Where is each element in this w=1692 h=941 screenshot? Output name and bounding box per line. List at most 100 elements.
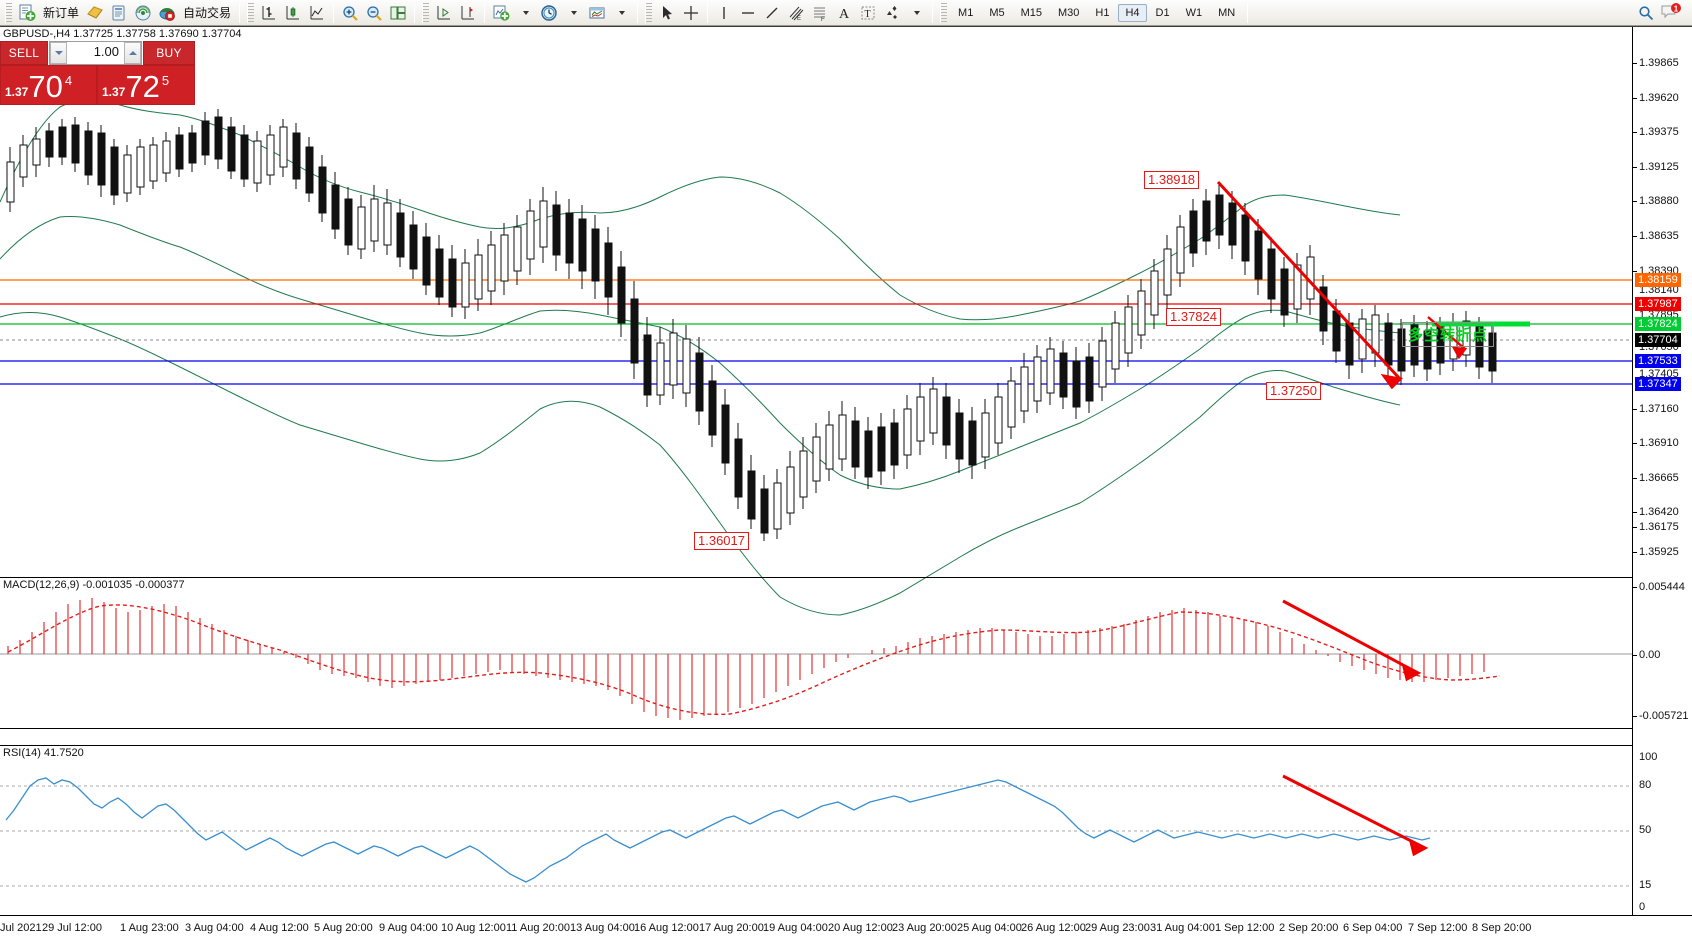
price-label-high[interactable]: 1.38918 — [1144, 171, 1199, 189]
timeframe-m1[interactable]: M1 — [958, 6, 974, 19]
price-chart-svg — [0, 99, 1632, 616]
price-badge-red[interactable]: 1.37987 — [1635, 297, 1681, 311]
toolbar-grip[interactable] — [940, 2, 948, 23]
time-label: 26 Aug 12:00 — [1021, 922, 1086, 934]
metaeditor-button[interactable] — [84, 2, 106, 24]
chart-window[interactable]: GBPUSD-,H4 1.37725 1.37758 1.37690 1.377… — [0, 26, 1692, 941]
volume-increase-button[interactable] — [124, 42, 141, 64]
time-label: 6 Sep 04:00 — [1343, 922, 1403, 934]
clock-icon[interactable] — [538, 2, 560, 24]
auto-scroll-icon[interactable] — [433, 2, 455, 24]
pivot-note-box[interactable]: 多空转折点 — [1402, 322, 1495, 347]
indicators-dropdown-caret[interactable] — [514, 2, 536, 24]
cursor-arrow-icon[interactable] — [656, 2, 678, 24]
price-tick — [1633, 201, 1637, 202]
price-badge-blue-1[interactable]: 1.37533 — [1635, 354, 1681, 368]
sell-button[interactable]: SELL — [0, 41, 48, 65]
one-click-trading-panel[interactable]: SELL 1.00 BUY 1.37 70 4 1.37 72 5 — [0, 41, 195, 105]
rsi-subwindow[interactable]: RSI(14) 41.7520 — [0, 745, 1632, 916]
fibonacci-icon[interactable]: F — [809, 2, 831, 24]
autotrading-button[interactable] — [156, 2, 178, 24]
templates-icon[interactable] — [586, 2, 608, 24]
ask-price-display[interactable]: 1.37 72 5 — [97, 65, 195, 105]
macd-subwindow[interactable]: MACD(12,26,9) -0.001035 -0.000377 — [0, 577, 1632, 729]
price-tick-label: 1.38140 — [1639, 284, 1679, 296]
macd-scale-tick — [1633, 716, 1637, 717]
periods-dropdown-caret[interactable] — [562, 2, 584, 24]
price-badge-orange[interactable]: 1.38159 — [1635, 273, 1681, 287]
price-tick — [1633, 552, 1637, 553]
buy-button[interactable]: BUY — [143, 41, 195, 65]
svg-text:E: E — [797, 16, 801, 22]
toolbar-grip[interactable] — [645, 2, 653, 23]
autotrading-label[interactable]: 自动交易 — [183, 6, 232, 20]
svg-text:1: 1 — [1674, 4, 1679, 13]
price-badge-blue-2[interactable]: 1.37347 — [1635, 377, 1681, 391]
equidistant-channel-icon[interactable]: E — [785, 2, 807, 24]
svg-text:A: A — [839, 7, 850, 22]
zoom-in-icon[interactable] — [339, 2, 361, 24]
timeframe-h4[interactable]: H4 — [1118, 3, 1147, 22]
macd-scale-tick — [1633, 655, 1637, 656]
search-icon[interactable] — [1635, 2, 1657, 24]
timeframe-mn[interactable]: MN — [1218, 6, 1236, 19]
toolbar-grip[interactable] — [422, 2, 430, 23]
rsi-indicator-label: RSI(14) 41.7520 — [3, 747, 84, 759]
toolbar-separator — [1247, 2, 1249, 23]
indicators-icon[interactable] — [490, 2, 512, 24]
rsi-scale-label-80: 80 — [1639, 779, 1652, 791]
line-chart-icon[interactable] — [306, 2, 328, 24]
bid-price-fraction: 4 — [64, 73, 73, 88]
time-label: 16 Aug 12:00 — [634, 922, 699, 934]
shapes-icon[interactable] — [881, 2, 903, 24]
price-chart-plot[interactable]: 1.38918 1.37824 1.37250 1.36017 多空转折点 — [0, 27, 1632, 916]
time-label: Jul 2021 — [0, 922, 42, 934]
tile-windows-icon[interactable] — [387, 2, 409, 24]
timeframe-m30[interactable]: M30 — [1058, 6, 1080, 19]
zoom-out-icon[interactable] — [363, 2, 385, 24]
chevron-up-icon — [128, 51, 137, 55]
price-tick — [1633, 63, 1637, 64]
bar-chart-icon[interactable] — [258, 2, 280, 24]
new-order-label[interactable]: 新订单 — [43, 6, 80, 20]
text-label-icon[interactable]: T — [857, 2, 879, 24]
price-scale[interactable]: 1.39865 1.39620 1.39375 1.39125 1.38880 … — [1632, 27, 1692, 916]
price-label-low-recent[interactable]: 1.37250 — [1266, 382, 1321, 400]
timeframe-w1[interactable]: W1 — [1185, 6, 1203, 19]
volume-input[interactable]: 1.00 — [67, 42, 124, 64]
price-badge-current[interactable]: 1.37704 — [1635, 333, 1681, 347]
price-badge-green[interactable]: 1.37824 — [1635, 317, 1681, 331]
new-order-button[interactable] — [16, 2, 38, 24]
rsi-scale-label-50: 50 — [1639, 824, 1652, 836]
templates-dropdown-caret[interactable] — [610, 2, 632, 24]
notification-icon[interactable]: 1 — [1659, 2, 1683, 24]
bid-price-display[interactable]: 1.37 70 4 — [0, 65, 97, 105]
crosshair-icon[interactable] — [680, 2, 702, 24]
volume-decrease-button[interactable] — [50, 42, 67, 64]
expert-advisors-button[interactable] — [108, 2, 130, 24]
signals-button[interactable] — [132, 2, 154, 24]
price-tick — [1633, 132, 1637, 133]
text-icon[interactable]: A — [833, 2, 855, 24]
vertical-line-icon[interactable] — [713, 2, 735, 24]
trendline-icon[interactable] — [761, 2, 783, 24]
chart-shift-icon[interactable] — [457, 2, 479, 24]
horizontal-line-icon[interactable] — [737, 2, 759, 24]
macd-scale-label-zero: 0.00 — [1639, 649, 1661, 661]
timeframe-h1[interactable]: H1 — [1095, 6, 1110, 19]
price-label-swing-low[interactable]: 1.36017 — [694, 532, 749, 550]
main-toolbar: 新订单 — [0, 0, 1692, 26]
timeframe-m15[interactable]: M15 — [1020, 6, 1042, 19]
time-label: 29 Jul 12:00 — [42, 922, 102, 934]
toolbar-grip[interactable] — [247, 2, 255, 23]
toolbar-grip[interactable] — [5, 2, 12, 23]
timeframe-m5[interactable]: M5 — [989, 6, 1005, 19]
timeframe-d1[interactable]: D1 — [1155, 6, 1170, 19]
shapes-dropdown-caret[interactable] — [905, 2, 927, 24]
price-label-pivot[interactable]: 1.37824 — [1166, 308, 1221, 326]
candlestick-chart-icon[interactable] — [282, 2, 304, 24]
time-scale[interactable]: Jul 2021 29 Jul 12:00 1 Aug 23:00 3 Aug … — [0, 915, 1692, 941]
ask-price-fraction: 5 — [161, 73, 170, 88]
price-tick-label: 1.35925 — [1639, 546, 1679, 558]
volume-stepper[interactable]: 1.00 — [49, 41, 142, 65]
